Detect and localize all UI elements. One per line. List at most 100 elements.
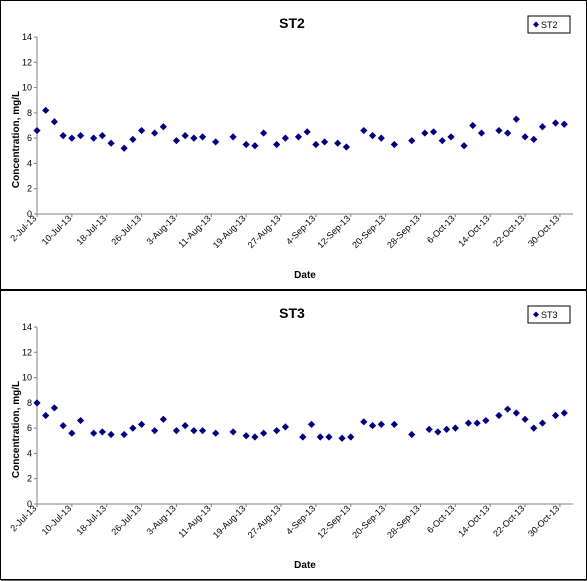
data-point: [338, 434, 346, 442]
data-point: [504, 129, 512, 137]
x-tick-label: 6-Oct-13: [425, 213, 457, 245]
data-point: [229, 428, 237, 436]
y-tick-label: 8: [27, 398, 32, 408]
data-point: [377, 420, 385, 428]
data-point: [59, 422, 67, 430]
chart-svg-st3: ST3 0 2 4 6 8 10 12 14 2-Jul-13 10-Jul-13 18-Jul-13…: [8, 305, 573, 571]
x-tick-label: 19-Aug-13: [211, 213, 248, 250]
x-tick-label: 18-Jul-13: [75, 213, 109, 247]
x-tick-label: 27-Aug-13: [246, 503, 283, 540]
x-tick-label: 27-Aug-13: [246, 213, 283, 250]
legend-marker: [533, 21, 539, 28]
data-point: [260, 129, 268, 137]
y-tick-label: 4: [27, 158, 32, 168]
y-tick-label: 8: [27, 108, 32, 118]
x-tick-label: 6-Oct-13: [425, 503, 457, 535]
data-point: [377, 134, 385, 142]
data-point: [303, 128, 311, 136]
chart-svg-st2: ST2 0 2 4 6 8 10 12 14 2-Jul-13 10-Jul-13 18-Jul-13…: [8, 15, 573, 281]
data-point: [273, 140, 281, 149]
data-point: [98, 428, 106, 436]
x-tick-label: 28-Sep-13: [385, 213, 422, 250]
y-tick-label: 14: [22, 322, 32, 332]
y-tick-label: 6: [27, 423, 32, 433]
x-tick-label: 10-Jul-13: [40, 213, 74, 247]
data-point: [76, 132, 85, 140]
data-point: [190, 427, 198, 435]
y-tick-label: 12: [22, 57, 32, 67]
data-point: [347, 433, 355, 441]
data-point: [408, 137, 416, 145]
data-point: [90, 134, 98, 142]
data-point: [368, 132, 377, 140]
data-point: [429, 128, 438, 136]
x-tick-label: 19-Aug-13: [211, 503, 248, 540]
data-point: [251, 142, 259, 150]
data-point: [137, 420, 146, 428]
legend-marker: [533, 311, 539, 318]
data-point: [368, 422, 377, 430]
data-point: [538, 419, 547, 427]
data-point: [504, 405, 512, 413]
data-point: [98, 132, 106, 140]
data-point: [159, 123, 167, 131]
data-point: [551, 119, 560, 127]
data-point: [242, 432, 250, 440]
chart-panel-st3: ST3 0 2 4 6 8 10 12 14 2-Jul-13 10-Jul-13 18-Jul-13…: [0, 290, 587, 581]
data-point: [421, 129, 429, 137]
data-point: [76, 416, 85, 425]
data-point: [464, 419, 473, 427]
x-tick-label: 3-Aug-13: [145, 503, 178, 536]
data-point: [360, 126, 368, 135]
x-tick-label: 2-Jul-13: [8, 503, 38, 533]
data-point: [33, 399, 41, 407]
data-point: [521, 133, 529, 141]
data-point: [443, 425, 451, 434]
data-point: [473, 419, 481, 427]
x-tick-label: 28-Sep-13: [385, 503, 422, 540]
data-point: [390, 140, 398, 149]
data-point: [198, 427, 207, 435]
data-point: [408, 430, 416, 439]
data-point: [321, 138, 329, 146]
data-point: [312, 140, 320, 149]
x-tick-label: 11-Aug-13: [176, 213, 212, 249]
x-tick-label: 10-Jul-13: [40, 503, 74, 537]
data-point: [477, 129, 486, 137]
data-point: [316, 433, 324, 441]
data-point: [181, 132, 189, 140]
y-tick-label: 10: [22, 373, 32, 383]
data-point: [469, 121, 477, 130]
x-tick-label: 22-Oct-13: [491, 503, 526, 538]
data-point: [151, 427, 159, 435]
data-point: [42, 411, 50, 420]
y-tick-label: 0: [27, 209, 32, 219]
x-axis-label: Date: [294, 270, 316, 281]
x-tick-label: 26-Jul-13: [109, 213, 143, 247]
legend-label: ST2: [541, 20, 558, 30]
data-point: [107, 139, 115, 147]
data-point: [325, 433, 333, 441]
data-point: [512, 409, 520, 417]
x-tick-label: 2-Jul-13: [8, 213, 38, 243]
legend-label: ST3: [541, 310, 558, 320]
data-point: [229, 133, 237, 141]
data-point: [560, 409, 568, 417]
data-point: [451, 424, 459, 432]
x-axis-label: Date: [294, 560, 316, 571]
data-point: [530, 424, 538, 432]
data-point: [342, 143, 350, 151]
x-tick-label: 14-Oct-13: [456, 213, 491, 248]
data-point: [260, 429, 268, 437]
chart-panel-st2: ST2 0 2 4 6 8 10 12 14 2-Jul-13 10-Jul-13 18-Jul-13…: [0, 0, 587, 290]
data-point: [33, 126, 41, 135]
chart-title: ST3: [279, 305, 305, 321]
data-point: [120, 144, 128, 152]
data-point: [560, 120, 568, 128]
y-tick-label: 14: [22, 32, 32, 42]
y-tick-label: 10: [22, 83, 32, 93]
y-axis-label: Concentration, mg/L: [11, 381, 22, 478]
data-point: [190, 134, 198, 142]
legend-box: [527, 305, 571, 324]
x-tick-label: 18-Jul-13: [75, 503, 109, 537]
